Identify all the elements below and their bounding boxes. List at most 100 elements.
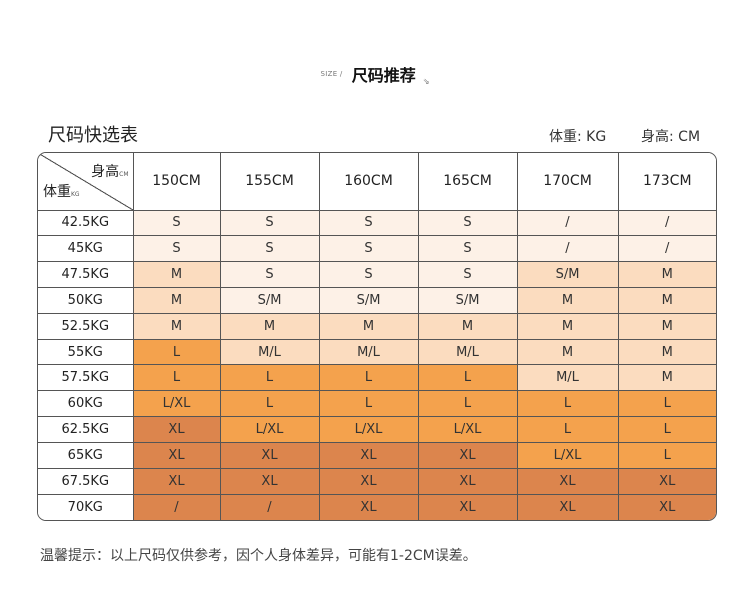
table-row: 52.5KG M M M M M M xyxy=(38,313,716,340)
height-header: 170CM xyxy=(517,153,619,211)
size-tag: SIZE / xyxy=(320,70,343,78)
size-cell: L xyxy=(618,390,716,418)
table-row: 65KG XL XL XL XL L/XL L xyxy=(38,442,716,469)
section-header: SIZE / 尺码推荐 ⇘ xyxy=(0,62,750,86)
size-cell: M xyxy=(618,287,716,314)
size-cell: S/M xyxy=(220,287,320,314)
size-cell: / xyxy=(517,210,619,237)
size-cell: XL xyxy=(618,468,716,495)
size-cell: S/M xyxy=(319,287,419,314)
size-cell: L xyxy=(319,364,419,392)
size-cell: M xyxy=(220,313,320,340)
size-cell: M xyxy=(133,313,221,340)
size-cell: M xyxy=(618,261,716,288)
table-row: 50KG M S/M S/M S/M M M xyxy=(38,287,716,314)
size-cell: S/M xyxy=(517,261,619,288)
size-cell: S xyxy=(220,210,320,237)
size-cell: / xyxy=(618,210,716,237)
weight-cell: 67.5KG xyxy=(38,468,134,495)
table-row: 67.5KG XL XL XL XL XL XL xyxy=(38,468,716,495)
size-cell: L/XL xyxy=(319,416,419,443)
size-cell: L xyxy=(220,364,320,392)
size-cell: M/L xyxy=(418,339,518,366)
size-cell: L xyxy=(220,390,320,418)
size-cell: L xyxy=(618,442,716,469)
size-cell: M xyxy=(418,313,518,340)
size-cell: M/L xyxy=(220,339,320,366)
height-header: 150CM xyxy=(133,153,221,211)
size-cell: S xyxy=(319,235,419,263)
size-table-container: 身高CM 体重KG 150CM 155CM 160CM 165CM 170CM … xyxy=(37,152,717,521)
table-row: 57.5KG L L L L M/L M xyxy=(38,364,716,392)
size-cell: / xyxy=(133,494,221,520)
height-header: 155CM xyxy=(220,153,320,211)
size-cell: XL xyxy=(319,468,419,495)
size-cell: L xyxy=(517,416,619,443)
table-row: 62.5KG XL L/XL L/XL L/XL L L xyxy=(38,416,716,443)
height-header: 165CM xyxy=(418,153,518,211)
size-cell: S xyxy=(319,210,419,237)
weight-cell: 47.5KG xyxy=(38,261,134,288)
table-row: 42.5KG S S S S / / xyxy=(38,210,716,237)
weight-cell: 60KG xyxy=(38,390,134,418)
size-cell: L/XL xyxy=(517,442,619,469)
header-row: 身高CM 体重KG 150CM 155CM 160CM 165CM 170CM … xyxy=(38,153,716,211)
page-title: 尺码推荐 xyxy=(351,66,416,85)
size-cell: XL xyxy=(133,442,221,469)
size-cell: XL xyxy=(618,494,716,520)
corner-height-label: 身高CM xyxy=(91,164,129,180)
table-row: 70KG / / XL XL XL XL xyxy=(38,494,716,520)
weight-unit-label: 体重: KG xyxy=(549,129,607,145)
size-cell: S xyxy=(220,261,320,288)
size-cell: M xyxy=(517,287,619,314)
size-cell: L/XL xyxy=(220,416,320,443)
arrow-icon: ⇘ xyxy=(422,77,430,86)
size-cell: S/M xyxy=(418,287,518,314)
table-title: 尺码快选表 xyxy=(48,125,138,146)
size-cell: XL xyxy=(220,442,320,469)
height-header: 173CM xyxy=(618,153,716,211)
size-cell: S xyxy=(133,235,221,263)
size-cell: M xyxy=(133,287,221,314)
footnote: 温馨提示：以上尺码仅供参考，因个人身体差异，可能有1-2CM误差。 xyxy=(40,548,477,564)
size-cell: S xyxy=(418,261,518,288)
size-cell: S xyxy=(418,235,518,263)
weight-cell: 62.5KG xyxy=(38,416,134,443)
size-cell: S xyxy=(133,210,221,237)
size-cell: / xyxy=(517,235,619,263)
size-cell: M xyxy=(133,261,221,288)
weight-cell: 45KG xyxy=(38,235,134,263)
table-row: 60KG L/XL L L L L L xyxy=(38,390,716,418)
weight-cell: 55KG xyxy=(38,339,134,366)
size-table: 身高CM 体重KG 150CM 155CM 160CM 165CM 170CM … xyxy=(38,153,716,520)
size-cell: S xyxy=(220,235,320,263)
weight-cell: 42.5KG xyxy=(38,210,134,237)
table-body: 42.5KG S S S S //45KG S S S S //47.5KG M S S S S/M M 50KG… xyxy=(38,210,716,520)
size-cell: L xyxy=(133,364,221,392)
size-cell: L xyxy=(418,364,518,392)
size-cell: L xyxy=(618,416,716,443)
size-cell: L xyxy=(418,390,518,418)
size-cell: M xyxy=(618,364,716,392)
weight-cell: 65KG xyxy=(38,442,134,469)
size-cell: XL xyxy=(133,468,221,495)
size-cell: XL xyxy=(517,494,619,520)
size-cell: S xyxy=(418,210,518,237)
size-cell: XL xyxy=(133,416,221,443)
size-cell: L xyxy=(517,390,619,418)
table-row: 47.5KG M S S S S/M M xyxy=(38,261,716,288)
size-cell: L xyxy=(133,339,221,366)
height-header: 160CM xyxy=(319,153,419,211)
corner-weight-label: 体重KG xyxy=(43,183,80,200)
size-cell: S xyxy=(319,261,419,288)
size-cell: XL xyxy=(220,468,320,495)
size-cell: / xyxy=(618,235,716,263)
size-cell: XL xyxy=(418,442,518,469)
height-unit-label: 身高: CM xyxy=(641,129,701,145)
size-cell: L/XL xyxy=(418,416,518,443)
size-cell: M xyxy=(618,313,716,340)
corner-cell: 身高CM 体重KG xyxy=(38,153,134,211)
weight-cell: 57.5KG xyxy=(38,364,134,392)
table-row: 55KG L M/L M/L M/L M M xyxy=(38,339,716,366)
